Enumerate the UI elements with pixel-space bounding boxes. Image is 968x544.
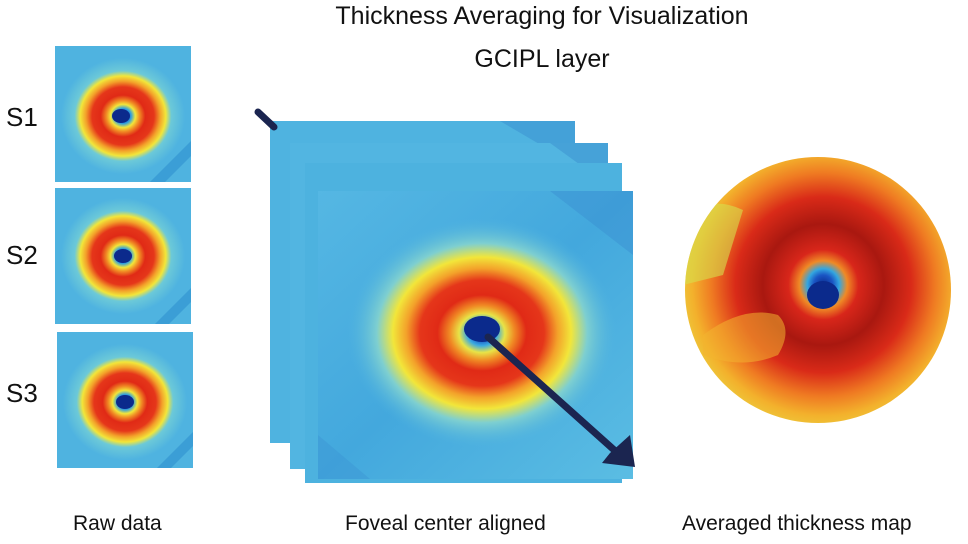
- subject-label-s1: S1: [6, 102, 38, 132]
- raw-thickness-map-s3: [57, 332, 193, 468]
- caption-raw-data: Raw data: [73, 512, 162, 535]
- axis-arrow-line: [484, 333, 626, 461]
- arrow-head-icon: [602, 435, 635, 467]
- aligned-layer-front: [318, 191, 633, 479]
- axis-arrow-tail: [254, 108, 278, 131]
- subject-label-s3: S3: [6, 378, 38, 408]
- raw-thickness-map-s2: [55, 188, 191, 324]
- averaged-thickness-map: [685, 157, 951, 423]
- caption-foveal-center-aligned: Foveal center aligned: [345, 512, 546, 535]
- raw-thickness-map-s1: [55, 46, 191, 182]
- figure-subtitle: GCIPL layer: [474, 45, 610, 73]
- figure-title: Thickness Averaging for Visualization: [335, 2, 749, 30]
- caption-averaged-thickness-map: Averaged thickness map: [682, 512, 912, 535]
- aligned-stack-diagram: [254, 108, 635, 483]
- subject-label-s2: S2: [6, 240, 38, 270]
